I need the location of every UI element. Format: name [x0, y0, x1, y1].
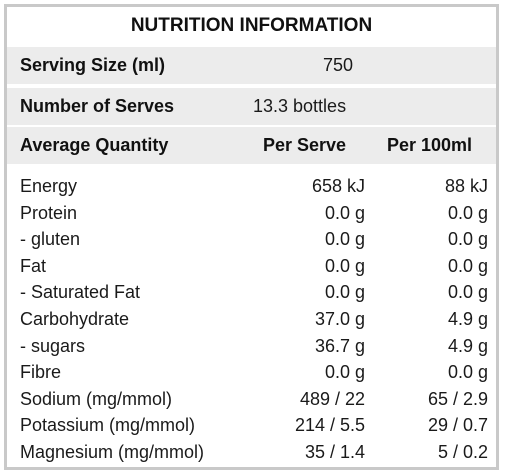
nutrient-name: - sugars [20, 335, 86, 356]
nutrient-name: - Saturated Fat [20, 282, 141, 303]
nutrient-row: Energy 658 kJ 88 kJ [7, 173, 496, 200]
per-100ml-value: 29 / 0.7 [427, 415, 488, 436]
per-100ml-header: Per 100ml [387, 135, 473, 155]
nutrient-row: Fat 0.0 g 0.0 g [7, 253, 496, 280]
per-serve-value: 0.0 g [324, 202, 365, 223]
per-serve-value: 214 / 5.5 [294, 415, 365, 436]
per-serve-value: 658 kJ [311, 176, 365, 196]
nutrient-name: Potassium (mg/mmol) [20, 415, 196, 436]
nutrient-name: - gluten [20, 229, 81, 250]
nutrient-rows: Energy 658 kJ 88 kJ Protein 0.0 g 0.0 g- glut… [7, 173, 496, 466]
per-serve-value: 0.0 g [324, 255, 365, 276]
per-100ml-value: 0.0 g [447, 362, 488, 383]
nutrient-name: Energy [20, 176, 78, 196]
nutrient-name: Carbohydrate [20, 308, 130, 329]
per-serve-value: 0.0 g [324, 362, 365, 383]
nutrient-row: Potassium (mg/mmol) 214 / 5.5 29 / 0.7 [7, 412, 496, 439]
panel-title: NUTRITION INFORMATION [130, 15, 373, 36]
per-100ml-value: 0.0 g [447, 282, 488, 303]
nutrient-name: Fibre [20, 362, 62, 383]
column-header-row: Average Quantity Per Serve Per 100ml [7, 127, 496, 164]
per-100ml-value: 4.9 g [447, 335, 488, 356]
number-of-serves-label: Number of Serves [20, 96, 175, 116]
per-serve-header: Per Serve [263, 135, 347, 155]
serving-size-value: 750 [323, 55, 354, 75]
per-100ml-value: 5 / 0.2 [437, 441, 488, 462]
nutrient-row: Protein 0.0 g 0.0 g [7, 200, 496, 227]
nutrient-name: Sodium (mg/mmol) [20, 388, 173, 409]
per-100ml-value: 0.0 g [447, 202, 488, 223]
serving-size-label: Serving Size (ml) [20, 55, 166, 75]
nutrient-name: Magnesium (mg/mmol) [20, 441, 205, 462]
nutrient-name: Protein [20, 202, 78, 223]
number-of-serves-row: Number of Serves 13.3 bottles [7, 88, 496, 125]
per-100ml-value: 88 kJ [444, 176, 488, 196]
nutrient-row: - sugars 36.7 g 4.9 g [7, 333, 496, 360]
average-quantity-header: Average Quantity [20, 135, 169, 155]
nutrient-row: Carbohydrate 37.0 g 4.9 g [7, 306, 496, 333]
nutrition-panel: NUTRITION INFORMATION Serving Size (ml) … [4, 4, 499, 470]
number-of-serves-value: 13.3 bottles [253, 96, 347, 116]
nutrient-row: Sodium (mg/mmol) 489 / 22 65 / 2.9 [7, 386, 496, 413]
per-serve-value: 37.0 g [314, 308, 365, 329]
per-100ml-value: 0.0 g [447, 229, 488, 250]
nutrient-row: Magnesium (mg/mmol) 35 / 1.4 5 / 0.2 [7, 439, 496, 466]
nutrient-row: Fibre 0.0 g 0.0 g [7, 359, 496, 386]
per-serve-value: 489 / 22 [299, 388, 365, 409]
per-100ml-value: 65 / 2.9 [427, 388, 488, 409]
nutrient-name: Fat [20, 255, 47, 276]
serving-size-row: Serving Size (ml) 750 [7, 47, 496, 84]
per-100ml-value: 0.0 g [447, 255, 488, 276]
nutrient-row: - Saturated Fat 0.0 g 0.0 g [7, 279, 496, 306]
per-serve-value: 0.0 g [324, 229, 365, 250]
nutrient-row: - gluten 0.0 g 0.0 g [7, 226, 496, 253]
per-serve-value: 36.7 g [314, 335, 365, 356]
per-100ml-value: 4.9 g [447, 308, 488, 329]
per-serve-value: 0.0 g [324, 282, 365, 303]
per-serve-value: 35 / 1.4 [304, 441, 365, 462]
